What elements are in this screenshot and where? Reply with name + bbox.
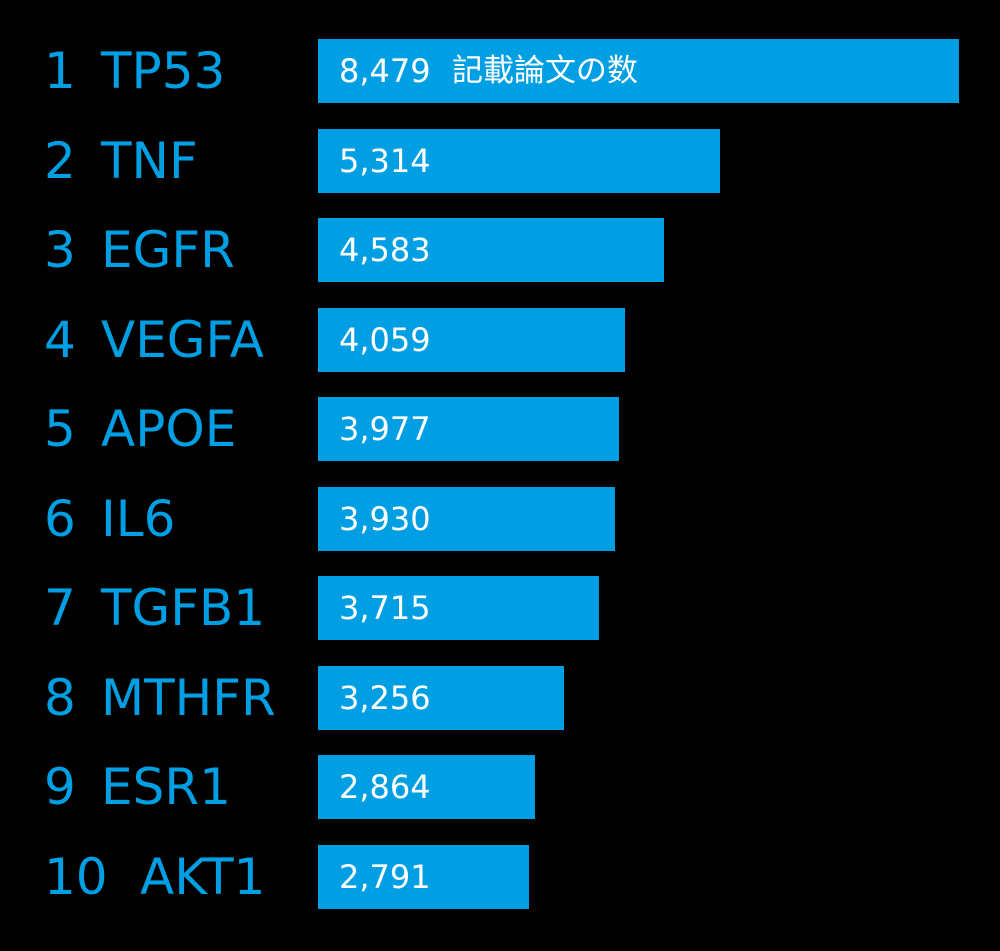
rank-label: 7 (44, 579, 76, 637)
bar (318, 129, 720, 193)
bar (318, 576, 599, 640)
bar-row: 7 TGFB1 3,715 (0, 576, 1000, 640)
rank-label: 9 (44, 758, 76, 816)
value-label: 4,059 (339, 321, 431, 359)
bar (318, 487, 615, 551)
bar (318, 755, 535, 819)
bar-row: 9 ESR1 2,864 (0, 755, 1000, 819)
value-label: 5,314 (339, 142, 431, 180)
bar-row: 4 VEGFA 4,059 (0, 308, 1000, 372)
gene-label: EGFR (101, 221, 235, 279)
bar (318, 308, 625, 372)
value-label: 3,256 (339, 679, 431, 717)
bar-row: 2 TNF 5,314 (0, 129, 1000, 193)
gene-label: ESR1 (101, 758, 231, 816)
bar-row: 8 MTHFR 3,256 (0, 666, 1000, 730)
rank-label: 8 (44, 669, 76, 727)
rank-label: 10 (44, 848, 108, 906)
value-label: 3,930 (339, 500, 431, 538)
gene-label: TGFB1 (101, 579, 266, 637)
value-label: 2,864 (339, 768, 431, 806)
bar-row: 10 AKT1 2,791 (0, 845, 1000, 909)
bar-row: 5 APOE 3,977 (0, 397, 1000, 461)
bar-row: 1 TP53 8,479 記載論文の数 (0, 39, 1000, 103)
bar-row: 6 IL6 3,930 (0, 487, 1000, 551)
gene-label: TP53 (101, 42, 226, 100)
bar (318, 845, 529, 909)
gene-label: APOE (101, 400, 237, 458)
unit-label: 記載論文の数 (452, 53, 638, 89)
gene-label: TNF (101, 132, 198, 190)
rank-label: 4 (44, 311, 76, 369)
bar-row: 3 EGFR 4,583 (0, 218, 1000, 282)
bar (318, 218, 664, 282)
rank-label: 5 (44, 400, 76, 458)
rank-label: 1 (44, 42, 76, 100)
rank-label: 2 (44, 132, 76, 190)
rank-label: 6 (44, 490, 76, 548)
bar (318, 397, 619, 461)
rank-label: 3 (44, 221, 76, 279)
gene-label: IL6 (101, 490, 176, 548)
bar (318, 39, 959, 103)
value-label: 2,791 (339, 858, 431, 896)
gene-label: AKT1 (140, 848, 266, 906)
gene-label: MTHFR (101, 669, 276, 727)
gene-label: VEGFA (101, 311, 264, 369)
value-label: 8,479 (339, 52, 431, 90)
value-label: 3,977 (339, 410, 431, 448)
value-label: 4,583 (339, 231, 431, 269)
bar (318, 666, 564, 730)
value-label: 3,715 (339, 589, 431, 627)
